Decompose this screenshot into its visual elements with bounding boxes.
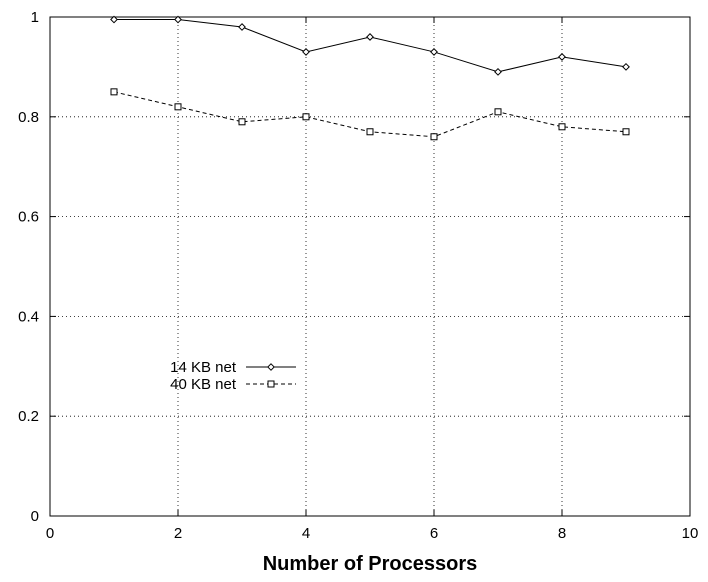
legend-entry-40-kb-net: 40 KB net [170, 376, 296, 393]
legend-label: 14 KB net [170, 359, 237, 376]
data-point [302, 113, 310, 121]
series-layer [110, 15, 630, 141]
plot-frame [49, 16, 691, 517]
data-point [366, 33, 374, 41]
data-point [494, 108, 502, 116]
y-tick-labels: 0 0.2 0.4 0.6 0.8 1 [18, 9, 39, 525]
data-point [238, 118, 246, 126]
series-line [114, 18, 627, 73]
data-point [622, 62, 630, 71]
series-40-kb-net [110, 88, 630, 141]
data-point [366, 128, 374, 136]
y-tick-label: 0.4 [18, 308, 39, 325]
series-14-kb-net [110, 15, 630, 76]
y-tick-label: 0.8 [18, 109, 39, 126]
y-tick-label: 1 [31, 9, 39, 26]
data-point [430, 133, 438, 141]
data-point [110, 88, 118, 96]
legend-marker [267, 363, 275, 371]
data-point [302, 48, 310, 56]
y-tick-label: 0.6 [18, 209, 39, 226]
x-tick-labels: 0 2 4 6 8 10 [46, 525, 699, 542]
data-point [238, 23, 246, 31]
data-point [174, 103, 182, 111]
axis-ticks [49, 16, 691, 517]
data-point [174, 15, 182, 24]
y-tick-label: 0 [31, 508, 39, 525]
x-tick-label: 0 [46, 525, 54, 542]
data-point [110, 15, 118, 24]
y-tick-label: 0.2 [18, 408, 39, 425]
x-tick-label: 6 [430, 525, 438, 542]
data-point [494, 67, 502, 76]
grid-layer [50, 17, 690, 516]
x-tick-label: 10 [682, 525, 699, 542]
data-point [430, 48, 438, 56]
x-tick-label: 4 [302, 525, 310, 542]
legend-marker [267, 380, 275, 388]
legend-entry-14-kb-net: 14 KB net [170, 359, 296, 376]
data-point [622, 128, 630, 136]
data-point [558, 53, 566, 61]
legend-label: 40 KB net [170, 376, 237, 393]
x-tick-label: 2 [174, 525, 182, 542]
x-tick-label: 8 [558, 525, 566, 542]
x-axis-title: Number of Processors [263, 553, 478, 575]
data-point [558, 123, 566, 131]
